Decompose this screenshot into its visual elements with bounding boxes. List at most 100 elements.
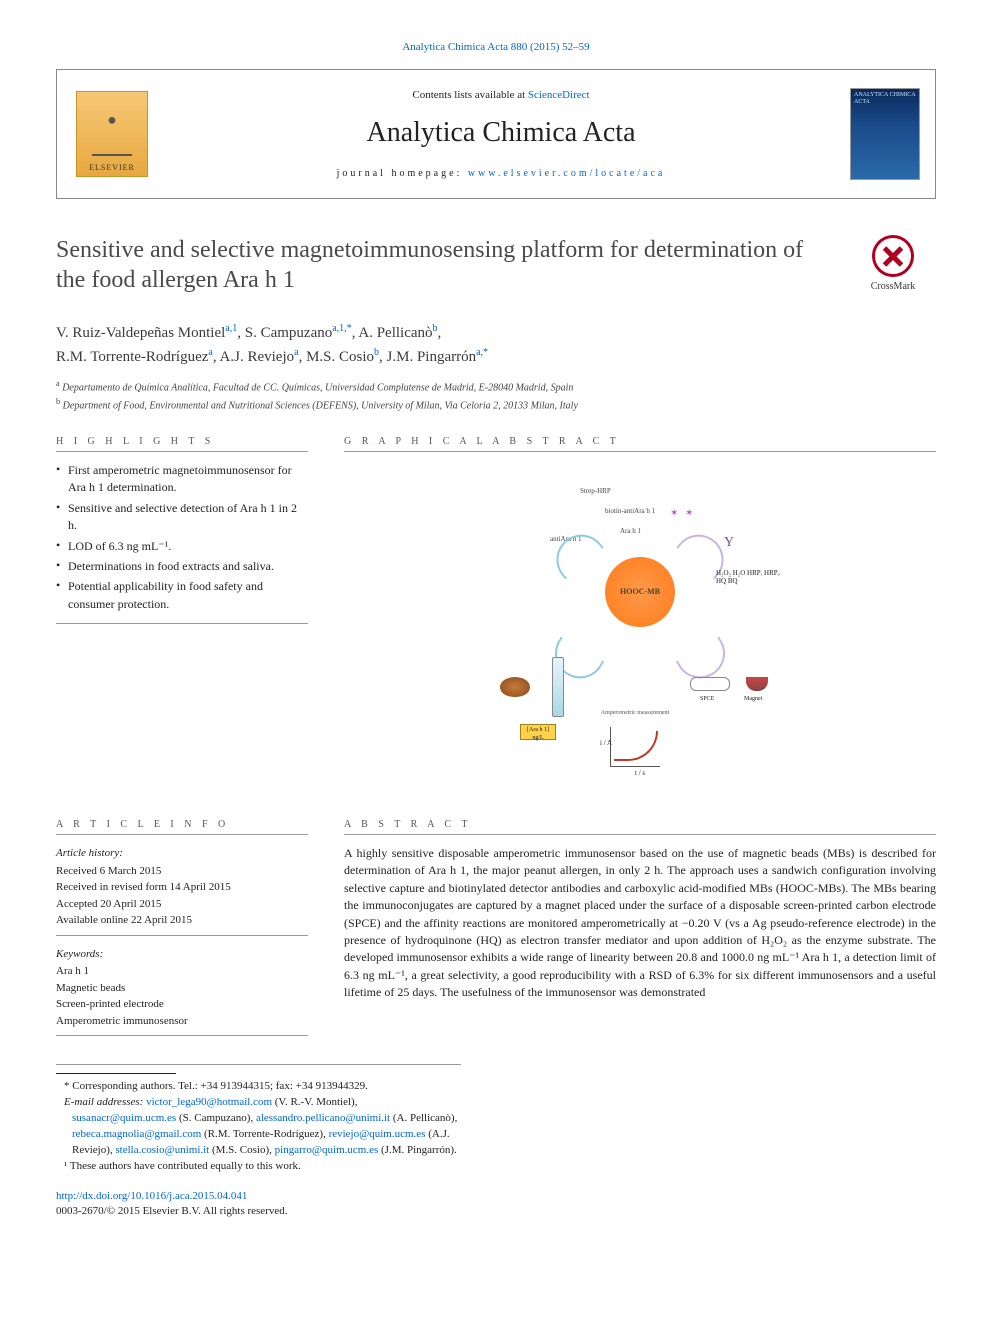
elsevier-label: ELSEVIER (89, 162, 135, 173)
star-icon: ✶ (685, 507, 693, 521)
emails-label: E-mail addresses: (64, 1096, 143, 1108)
crossmark-label: CrossMark (871, 281, 915, 292)
keyword: Ara h 1 (56, 963, 308, 980)
author-email-link[interactable]: alessandro.pellicano@unimi.it (256, 1112, 390, 1124)
elsevier-tree-icon (92, 106, 132, 156)
journal-header-center: Contents lists available at ScienceDirec… (167, 70, 835, 198)
email-who: (V. R.-V. Montiel) (275, 1096, 355, 1108)
author: M.S. Cosiob (306, 349, 379, 365)
email-who: (J.M. Pingarrón). (381, 1144, 457, 1156)
author: A.J. Reviejoa (220, 349, 299, 365)
sciencedirect-link[interactable]: ScienceDirect (528, 89, 590, 101)
test-tube-icon (552, 657, 564, 717)
divider (56, 623, 308, 624)
crossmark-icon (872, 235, 914, 277)
highlights-heading: H I G H L I G H T S (56, 435, 308, 452)
email-who: (A. Pellicanò) (393, 1112, 455, 1124)
author: S. Campuzanoa,1,* (245, 325, 352, 341)
article-info: Article history: Received 6 March 2015 R… (56, 845, 308, 1036)
author-email-link[interactable]: stella.cosio@unimi.it (115, 1144, 209, 1156)
citation-link[interactable]: Analytica Chimica Acta 880 (2015) 52–59 (402, 41, 589, 53)
spce-electrode-icon (690, 677, 730, 691)
history-line: Accepted 20 April 2015 (56, 896, 308, 913)
corresponding-note: * Corresponding authors. Tel.: +34 91394… (56, 1079, 461, 1095)
article-history-head: Article history: (56, 845, 308, 862)
cycle-arrow-icon (546, 524, 604, 579)
copyright-line: 0003-2670/© 2015 Elsevier B.V. All right… (56, 1204, 936, 1219)
axis-x-label: t / s (635, 769, 645, 779)
highlight-item: LOD of 6.3 ng mL⁻¹. (56, 538, 308, 555)
star-icon: ✶ (670, 507, 678, 521)
graphical-abstract: Strep-HRP ✶ ✶ biotin-antiAra h 1 Ara h 1… (344, 462, 936, 792)
concentration-box: [Ara h 1] ng/L (520, 724, 556, 740)
homepage-prefix: journal homepage: (337, 168, 468, 179)
affiliations: a Departamento de Química Analítica, Fac… (56, 378, 936, 413)
keyword: Magnetic beads (56, 980, 308, 997)
footnote-rule (56, 1073, 176, 1074)
history-line: Available online 22 April 2015 (56, 912, 308, 929)
graphical-abstract-heading: G R A P H I C A L A B S T R A C T (344, 435, 936, 452)
keyword: Amperometric immunosensor (56, 1013, 308, 1030)
homepage-line: journal homepage: www.elsevier.com/locat… (175, 167, 827, 181)
author-email-link[interactable]: susanacr@quim.ucm.es (72, 1112, 176, 1124)
graphical-abstract-figure: Strep-HRP ✶ ✶ biotin-antiAra h 1 Ara h 1… (490, 477, 790, 777)
axis-y-label: i / A (600, 739, 612, 749)
email-who: (S. Campuzano) (179, 1112, 250, 1124)
highlight-item: Determinations in food extracts and sali… (56, 558, 308, 575)
ga-label-strep: Strep-HRP (580, 487, 611, 497)
article-title: Sensitive and selective magnetoimmunosen… (56, 235, 830, 295)
author-email-link[interactable]: rebeca.magnolia@gmail.com (72, 1128, 201, 1140)
abstract-heading: A B S T R A C T (344, 818, 936, 835)
running-header: Analytica Chimica Acta 880 (2015) 52–59 (56, 40, 936, 55)
email-who: (R.M. Torrente-Rodríguez) (204, 1128, 323, 1140)
highlight-item: Sensitive and selective detection of Ara… (56, 500, 308, 535)
affiliation: b Department of Food, Environmental and … (56, 396, 936, 413)
antibody-icon: Y (724, 533, 734, 553)
history-line: Received in revised form 14 April 2015 (56, 879, 308, 896)
author-email-link[interactable]: reviejo@quim.ucm.es (329, 1128, 426, 1140)
publisher-logo-cell: ELSEVIER (57, 70, 167, 198)
highlights-list: First amperometric magnetoimmunosensor f… (56, 462, 308, 613)
journal-cover-cell: ANALYTICA CHIMICA ACTA (835, 70, 935, 198)
author-list: V. Ruiz-Valdepeñas Montiela,1, S. Campuz… (56, 321, 936, 368)
author-email-link[interactable]: victor_lega90@hotmail.com (146, 1096, 272, 1108)
author: A. Pellicanòb (358, 325, 437, 341)
contents-line: Contents lists available at ScienceDirec… (175, 88, 827, 103)
elsevier-logo: ELSEVIER (76, 91, 148, 177)
crossmark-badge[interactable]: CrossMark (850, 235, 936, 311)
email-who: (M.S. Cosio) (212, 1144, 269, 1156)
peanut-icon (500, 677, 530, 697)
keywords-head: Keywords: (56, 946, 308, 963)
spce-label: SPCE (700, 695, 714, 703)
author: J.M. Pingarróna,* (387, 349, 489, 365)
journal-header: ELSEVIER Contents lists available at Sci… (56, 69, 936, 199)
ga-label-biotin: biotin-antiAra h 1 (605, 507, 655, 517)
doi-line: http://dx.doi.org/10.1016/j.aca.2015.04.… (56, 1189, 936, 1204)
reaction-labels: H₂O₂ H₂O HRPᵣ HRPₒ HQ BQ (716, 569, 790, 586)
journal-name: Analytica Chimica Acta (175, 113, 827, 152)
abstract-text: A highly sensitive disposable amperometr… (344, 845, 936, 1002)
journal-cover-thumb: ANALYTICA CHIMICA ACTA (850, 88, 920, 180)
email-addresses: E-mail addresses: victor_lega90@hotmail.… (56, 1095, 461, 1159)
keyword: Screen-printed electrode (56, 996, 308, 1013)
doi-link[interactable]: http://dx.doi.org/10.1016/j.aca.2015.04.… (56, 1190, 247, 1202)
history-line: Received 6 March 2015 (56, 863, 308, 880)
hooc-mb-bead: HOOC-MB (605, 557, 675, 627)
author: V. Ruiz-Valdepeñas Montiela,1 (56, 325, 237, 341)
divider (56, 935, 308, 936)
ga-label-ara: Ara h 1 (620, 527, 641, 537)
author-email-link[interactable]: pingarro@quim.ucm.es (275, 1144, 379, 1156)
highlight-item: First amperometric magnetoimmunosensor f… (56, 462, 308, 497)
signal-curve-icon (610, 727, 660, 767)
highlight-item: Potential applicability in food safety a… (56, 578, 308, 613)
contents-prefix: Contents lists available at (412, 89, 527, 101)
magnet-icon (746, 677, 768, 691)
affiliation: a Departamento de Química Analítica, Fac… (56, 378, 936, 395)
footnotes: * Corresponding authors. Tel.: +34 91394… (56, 1064, 461, 1175)
equal-contribution-note: ¹ These authors have contributed equally… (56, 1159, 461, 1175)
amperometric-label: Amperometric measurement (600, 709, 670, 717)
divider (56, 1035, 308, 1036)
homepage-link[interactable]: www.elsevier.com/locate/aca (468, 168, 666, 179)
author: R.M. Torrente-Rodrígueza (56, 349, 213, 365)
article-info-heading: A R T I C L E I N F O (56, 818, 308, 835)
